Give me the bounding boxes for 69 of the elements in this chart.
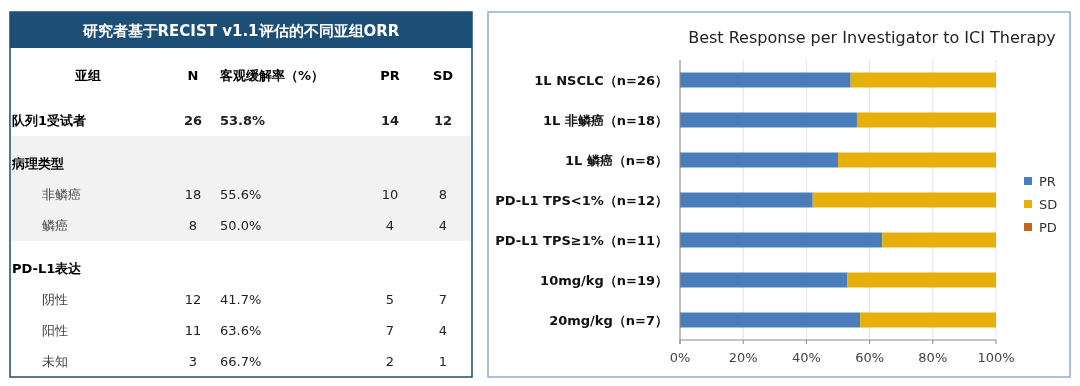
category-label: 队列1受试者 [12,113,87,128]
y-tick-label: 1L 非鳞癌（n=18） [542,113,668,128]
data-label: 3 [188,354,198,369]
bar [856,112,996,128]
legend-label: PD [1039,220,1057,235]
bar [882,232,996,248]
legend-label: N [187,68,199,83]
bar [680,112,857,128]
y-tick-label: 1L NSCLC（n=26） [534,73,668,88]
data-label: 66.7% [220,354,262,369]
data-label: 12 [433,113,453,128]
data-label: 12 [184,292,202,307]
chart-title: Best Response per Investigator to ICI Therapy [688,28,1056,47]
data-label: 8 [438,187,448,202]
data-label: 26 [183,113,203,128]
y-tick-label: PD-L1 TPS≥1%（n=11） [495,233,668,248]
y-tick-label: 1L 鳞癌（n=8） [564,153,668,168]
data-label: 1 [438,354,448,369]
bar [680,72,851,88]
bar [680,152,838,168]
category-label: 非鳞癌 [42,187,81,202]
x-tick-label: 60% [855,350,885,365]
x-tick-label: 0% [669,350,691,365]
data-label: 50.0% [220,218,262,233]
data-label: 53.8% [220,113,266,128]
category-label: PD-L1表达 [12,261,83,276]
bar [680,192,813,208]
data-label: 10 [381,187,399,202]
y-tick-label: PD-L1 TPS<1%（n=12） [495,193,668,208]
legend-label: PR [1039,174,1056,189]
bar [680,312,861,328]
data-label: 11 [184,323,202,338]
category-label: 阳性 [42,323,68,338]
text: 亚组 [74,68,101,83]
category-label: 病理类型 [11,156,64,171]
data-label: 7 [438,292,448,307]
legend-label: 客观缓解率（%） [219,68,325,83]
bar [838,152,996,168]
x-tick-label: 20% [728,350,758,365]
bar [812,192,996,208]
data-label: 7 [385,323,395,338]
category-label: 未知 [42,354,68,369]
bar [680,232,883,248]
bar [847,272,996,288]
data-label: 8 [188,218,198,233]
bar [680,272,848,288]
data-label: 41.7% [220,292,262,307]
category-label: 阴性 [42,292,68,307]
x-tick-label: 80% [918,350,948,365]
data-label: 4 [438,323,448,338]
y-tick-label: 20mg/kg（n=7） [549,313,668,328]
data-label: 4 [385,218,395,233]
data-label: 14 [380,113,400,128]
data-label: 63.6% [220,323,262,338]
data-label: 18 [184,187,202,202]
bar [850,72,996,88]
data-label: 2 [385,354,395,369]
data-label: 5 [385,292,395,307]
y-tick-label: 10mg/kg（n=19） [540,273,668,288]
text: 研究者基于RECIST v1.1评估的不同亚组ORR [81,22,400,40]
data-label: 4 [438,218,448,233]
legend-label: SD [1039,197,1058,212]
category-label: 鳞癌 [42,218,68,233]
x-tick-label: 40% [791,350,821,365]
x-tick-label: 100% [977,350,1015,365]
legend-label: PR [380,68,400,83]
data-label: 55.6% [220,187,262,202]
legend-label: SD [432,68,454,83]
bar [860,312,996,328]
